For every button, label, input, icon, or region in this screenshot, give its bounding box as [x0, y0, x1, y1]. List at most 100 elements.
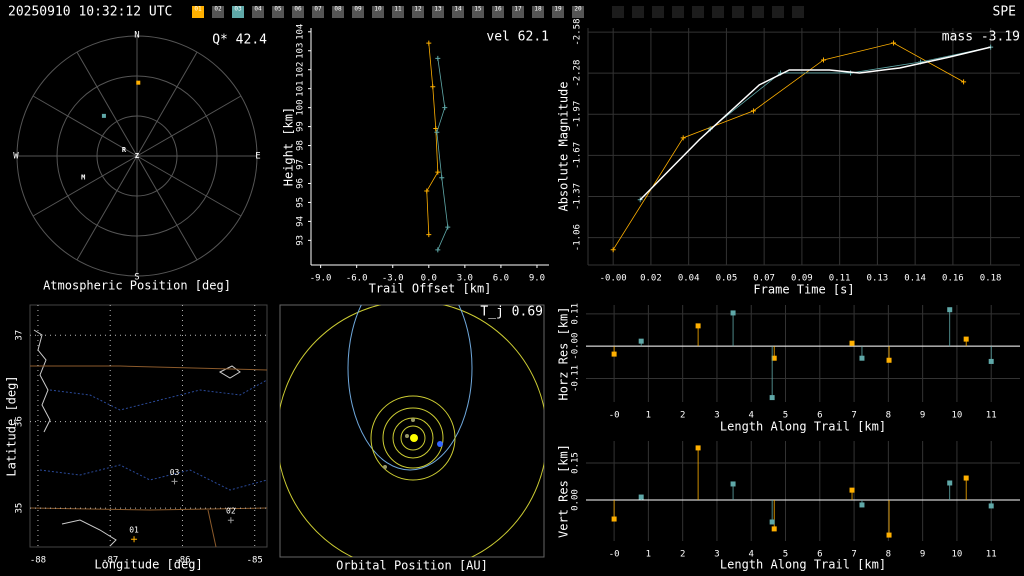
station-label: 02 [214, 6, 222, 13]
polar-spoke [32, 95, 138, 157]
x-tick-label: 0.04 [678, 274, 700, 284]
stem-marker [859, 355, 865, 361]
station-box [552, 6, 564, 18]
x-tick-label: 11 [986, 550, 997, 560]
station-box [292, 6, 304, 18]
station-label: 20 [574, 6, 582, 13]
stem-marker [886, 357, 892, 363]
x-tick-label: 7 [851, 411, 856, 421]
stem-marker [947, 480, 953, 486]
timestamp: 20250910 10:32:12 UTC [8, 5, 172, 20]
polar-annotation: Q* 42.4 [212, 33, 267, 48]
stem-marker [849, 340, 855, 346]
map-features [29, 304, 268, 548]
x-tick-label: 9 [920, 411, 925, 421]
x-axis-label: Frame Time [s] [753, 283, 854, 297]
orbit-annotation: T_j 0.69 [480, 305, 543, 320]
point-marker [637, 197, 643, 203]
x-tick-label: -9.0 [310, 274, 332, 284]
x-tick-label: -3.0 [382, 274, 404, 284]
polar-marker: R [122, 146, 127, 154]
point-marker [434, 129, 440, 135]
station-box [412, 6, 424, 18]
point-marker [435, 169, 441, 175]
stem-marker [988, 503, 994, 509]
station-name: 02 [226, 507, 236, 516]
x-axis-label: Length Along Trail [km] [720, 420, 886, 434]
polar-point [136, 80, 141, 85]
station-box [232, 6, 244, 18]
x-tick-label: 3 [714, 411, 719, 421]
x-tick-label: -85 [247, 556, 263, 566]
stem-marker [611, 516, 617, 522]
polar-spoke [136, 155, 198, 261]
x-tick-label: 9.0 [529, 274, 545, 284]
station-label: 10 [374, 6, 382, 13]
y-tick-label: 104 [296, 24, 306, 40]
x-tick-label: 10 [952, 411, 963, 421]
series-line [639, 46, 991, 201]
y-tick-label: -0.00 [571, 333, 581, 360]
empty-box [792, 6, 804, 18]
station-box [312, 6, 324, 18]
direction-label: E [255, 152, 260, 162]
station-label: 06 [294, 6, 302, 13]
stem-marker [638, 338, 644, 344]
point-marker [435, 55, 441, 61]
polar-point [101, 113, 106, 118]
x-tick-label: 6 [817, 411, 822, 421]
station-label: 11 [394, 6, 402, 13]
network: SPE [993, 5, 1016, 20]
y-tick-label: 101 [296, 81, 306, 97]
point-marker [424, 188, 430, 194]
stem-marker [695, 445, 701, 451]
x-tick-label: 6 [817, 550, 822, 560]
station-marker [227, 517, 234, 524]
point-marker [680, 135, 686, 141]
stem-marker [886, 532, 892, 538]
x-tick-label: 0.02 [640, 274, 662, 284]
y-tick-label: -2.58 [573, 19, 583, 46]
x-tick-label: 8 [886, 411, 891, 421]
x-tick-label: 3 [714, 550, 719, 560]
empty-box [612, 6, 624, 18]
x-tick-label: 3.0 [457, 274, 473, 284]
point-marker [426, 232, 432, 238]
x-tick-label: 0.13 [867, 274, 889, 284]
polar-spoke [136, 51, 198, 157]
y-axis-label: Absolute Magnitude [557, 81, 571, 211]
station-box [472, 6, 484, 18]
polar-marker: Z [135, 152, 139, 160]
stem-marker [988, 358, 994, 364]
orbit-drawing [280, 305, 544, 557]
stem-marker [947, 307, 953, 313]
y-tick-label: 95 [296, 197, 306, 208]
station-label: 01 [194, 6, 202, 13]
empty-box [712, 6, 724, 18]
x-tick-label: 0.18 [980, 274, 1002, 284]
x-tick-label: 7 [851, 550, 856, 560]
station-label: 08 [334, 6, 342, 13]
point-marker [821, 57, 827, 63]
y-tick-label: 96 [296, 178, 306, 189]
polar-spoke [32, 155, 138, 217]
station-label: 05 [274, 6, 282, 13]
x-tick-label: 8 [886, 550, 891, 560]
direction-label: S [134, 273, 139, 283]
y-tick-label: 0.11 [571, 303, 581, 325]
x-tick-label: 0.14 [904, 274, 926, 284]
polar-marker: M [81, 174, 85, 182]
stem-marker [771, 526, 777, 532]
point-marker [610, 247, 616, 253]
point-marker [426, 40, 432, 46]
stem-marker [963, 336, 969, 342]
stem-marker [963, 475, 969, 481]
y-tick-label: 36 [15, 416, 25, 427]
polar-spoke [76, 51, 138, 157]
annotation: mass -3.19 [942, 30, 1020, 45]
stem-marker [611, 351, 617, 357]
stem-marker [771, 355, 777, 361]
annotation: vel 62.1 [486, 30, 549, 45]
x-tick-label: 2 [680, 411, 685, 421]
